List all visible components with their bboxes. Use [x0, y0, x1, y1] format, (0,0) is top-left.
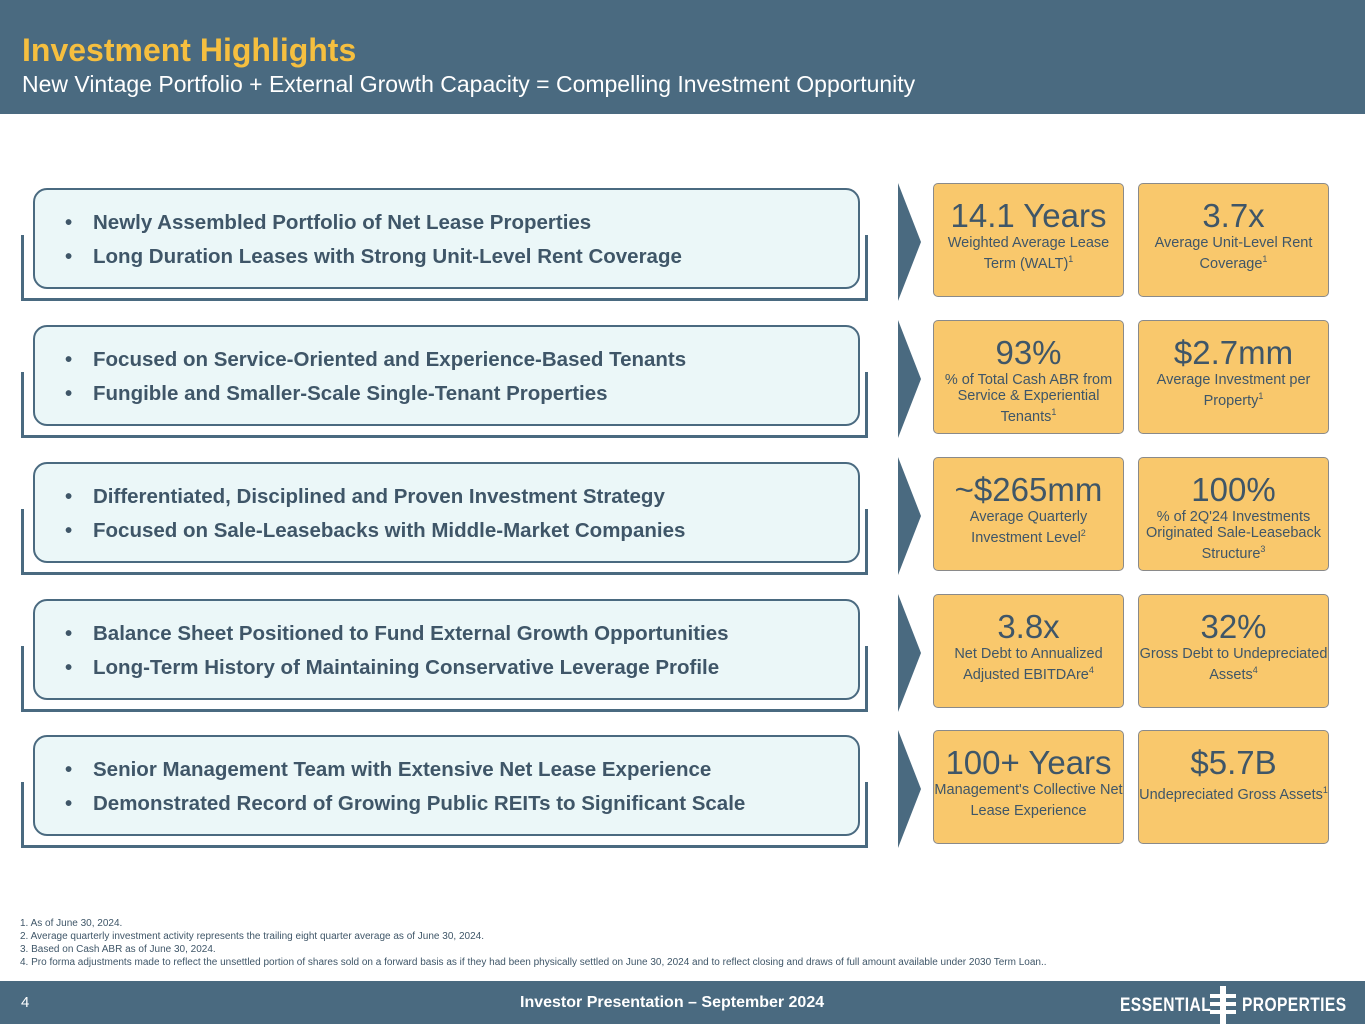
metric-card: $2.7mm Average Investment per Property1 [1138, 320, 1329, 434]
chevron-right-icon [898, 730, 921, 848]
highlight-bullet: Demonstrated Record of Growing Public RE… [65, 787, 858, 821]
metric-description: Average Quarterly Investment Level2 [969, 509, 1088, 546]
highlight-row: Differentiated, Disciplined and Proven I… [0, 457, 1365, 587]
highlight-bullet: Senior Management Team with Extensive Ne… [65, 753, 858, 787]
page-subtitle: New Vintage Portfolio + External Growth … [22, 71, 916, 97]
highlight-bullet: Long Duration Leases with Strong Unit-Le… [65, 240, 858, 274]
page-number: 4 [21, 994, 30, 1011]
row-frame [21, 372, 868, 438]
metric-value: 14.1 Years [950, 197, 1107, 234]
metric-description: Gross Debt to Undepreciated Assets4 [1139, 646, 1328, 683]
metric-value: 93% [995, 334, 1062, 371]
metric-value: $5.7B [1190, 744, 1277, 781]
logo-mark-icon [1210, 986, 1236, 1024]
metric-card: 100+ Years Management's Collective Net L… [933, 730, 1124, 844]
metric-description: Undepreciated Gross Assets1 [1139, 785, 1328, 803]
footnote: 1. As of June 30, 2024. [20, 918, 123, 929]
header-banner: Investment Highlights New Vintage Portfo… [0, 0, 1365, 114]
metric-value: 3.8x [997, 608, 1060, 645]
footnote: 4. Pro forma adjustments made to reflect… [20, 957, 1047, 968]
row-frame [21, 782, 868, 848]
logo-word: ESSENTIAL [1120, 995, 1212, 1016]
highlight-bullet: Focused on Sale-Leasebacks with Middle-M… [65, 514, 858, 548]
highlight-bullet: Newly Assembled Portfolio of Net Lease P… [65, 206, 858, 240]
chevron-right-icon [898, 320, 921, 438]
highlight-bullet: Differentiated, Disciplined and Proven I… [65, 480, 858, 514]
footnote: 2. Average quarterly investment activity… [20, 931, 484, 942]
footer-bar: 4 Investor Presentation – September 2024… [0, 981, 1365, 1024]
chevron-right-icon [898, 594, 921, 712]
metric-card: $5.7B Undepreciated Gross Assets1 [1138, 730, 1329, 844]
page-title: Investment Highlights [22, 32, 357, 68]
footnote-ref: 4 [1088, 665, 1094, 675]
row-frame [21, 509, 868, 575]
metric-card: 3.8x Net Debt to Annualized Adjusted EBI… [933, 594, 1124, 708]
metric-card: 93% % of Total Cash ABR from Service & E… [933, 320, 1124, 434]
highlight-box: Focused on Service-Oriented and Experien… [33, 325, 860, 426]
footnote-ref: 2 [1080, 528, 1086, 538]
footnote-ref: 1 [1262, 254, 1268, 264]
metric-value: $2.7mm [1173, 334, 1294, 371]
highlight-box: Senior Management Team with Extensive Ne… [33, 735, 860, 836]
footnote: 3. Based on Cash ABR as of June 30, 2024… [20, 944, 216, 955]
metric-value: 32% [1200, 608, 1267, 645]
chevron-right-icon [898, 457, 921, 575]
footnotes: 1. As of June 30, 2024. 2. Average quart… [20, 917, 1047, 969]
footnote-ref: 1 [1322, 785, 1328, 795]
metric-description: Average Investment per Property1 [1156, 372, 1311, 409]
presentation-title: Investor Presentation – September 2024 [520, 994, 825, 1011]
metric-value: 100% [1191, 471, 1276, 508]
row-frame [21, 646, 868, 712]
footnote-ref: 1 [1258, 391, 1264, 401]
metric-description: Net Debt to Annualized Adjusted EBITDAre… [954, 646, 1103, 683]
footnote-ref: 4 [1252, 665, 1258, 675]
metric-description: Management's Collective Net Lease Experi… [934, 782, 1123, 819]
metric-value: 3.7x [1202, 197, 1265, 234]
highlight-row: Senior Management Team with Extensive Ne… [0, 730, 1365, 860]
metric-card: 100% % of 2Q'24 Investments Originated S… [1138, 457, 1329, 571]
highlight-row: Focused on Service-Oriented and Experien… [0, 320, 1365, 450]
highlight-bullet: Fungible and Smaller-Scale Single-Tenant… [65, 377, 858, 411]
logo-word: PROPERTIES [1242, 995, 1347, 1016]
company-logo: ESSENTIAL PROPERTIES [1120, 986, 1346, 1024]
metric-card: 32% Gross Debt to Undepreciated Assets4 [1138, 594, 1329, 708]
footnote-ref: 1 [1051, 407, 1057, 417]
highlight-box: Newly Assembled Portfolio of Net Lease P… [33, 188, 860, 289]
highlight-box: Balance Sheet Positioned to Fund Externa… [33, 599, 860, 700]
metric-value: 100+ Years [945, 744, 1112, 781]
metric-card: ~$265mm Average Quarterly Investment Lev… [933, 457, 1124, 571]
footnote-ref: 1 [1068, 254, 1074, 264]
highlight-box: Differentiated, Disciplined and Proven I… [33, 462, 860, 563]
metric-card: 3.7x Average Unit-Level Rent Coverage1 [1138, 183, 1329, 297]
highlight-bullet: Focused on Service-Oriented and Experien… [65, 343, 858, 377]
highlight-row: Balance Sheet Positioned to Fund Externa… [0, 594, 1365, 724]
metric-description: % of 2Q'24 Investments Originated Sale-L… [1146, 509, 1321, 562]
metric-value: ~$265mm [954, 471, 1103, 508]
highlight-bullet: Long-Term History of Maintaining Conserv… [65, 651, 858, 685]
metric-card: 14.1 Years Weighted Average Lease Term (… [933, 183, 1124, 297]
highlight-row: Newly Assembled Portfolio of Net Lease P… [0, 183, 1365, 313]
chevron-right-icon [898, 183, 921, 301]
metric-description: Weighted Average Lease Term (WALT)1 [947, 235, 1110, 272]
metric-description: Average Unit-Level Rent Coverage1 [1154, 235, 1313, 272]
row-frame [21, 235, 868, 301]
metric-description: % of Total Cash ABR from Service & Exper… [944, 372, 1113, 425]
footnote-ref: 3 [1260, 544, 1266, 554]
highlight-bullet: Balance Sheet Positioned to Fund Externa… [65, 617, 858, 651]
